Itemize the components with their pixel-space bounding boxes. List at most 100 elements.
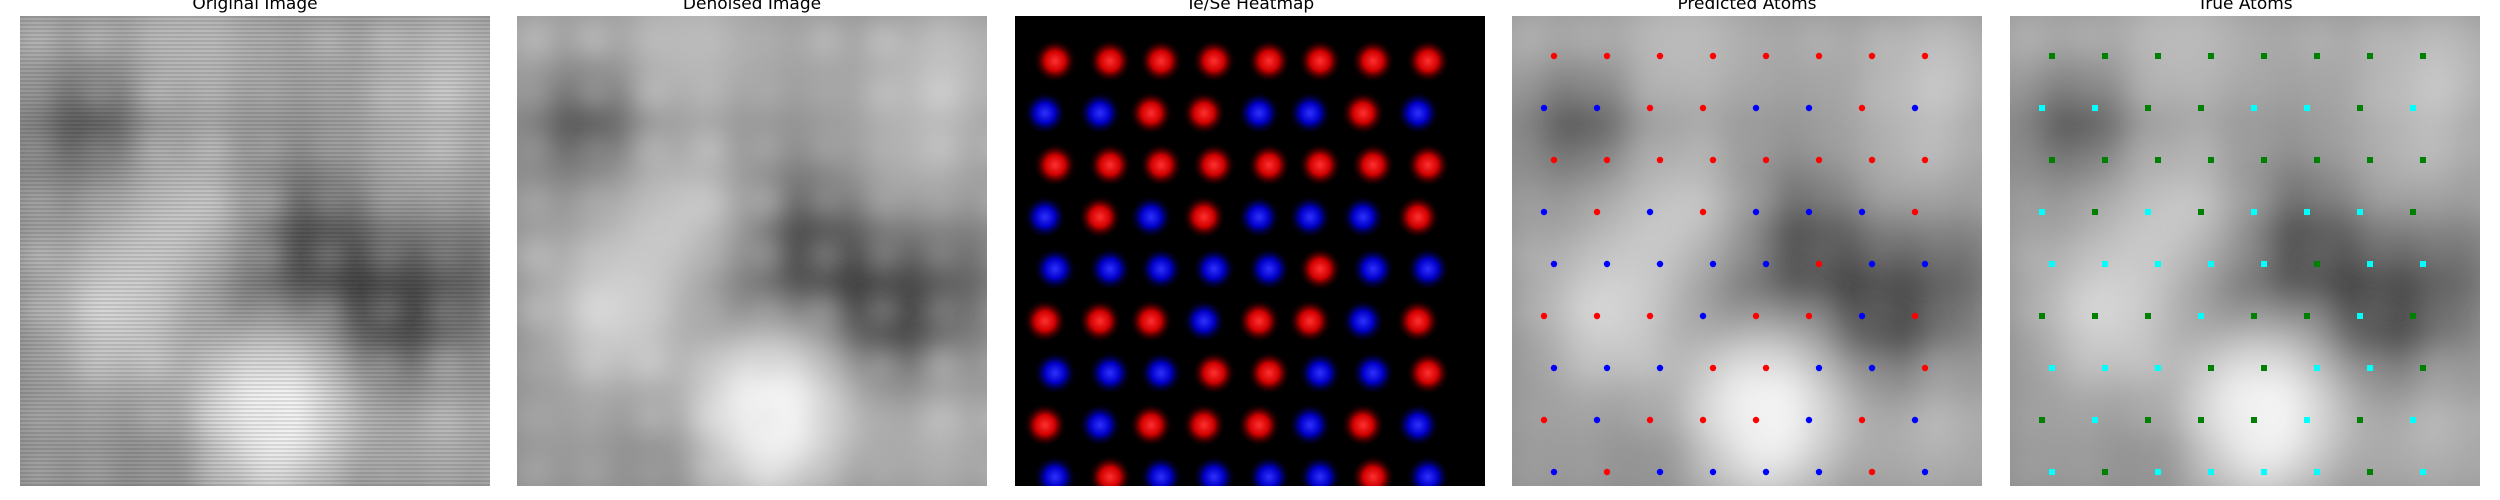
predicted-te-atom [1603, 468, 1611, 476]
true-te-atom [2198, 105, 2204, 111]
predicted-te-atom [1603, 52, 1611, 60]
true-se-atom [2304, 105, 2310, 111]
te-spot [1023, 403, 1067, 447]
predicted-te-atom [1911, 208, 1919, 216]
true-te-atom [2039, 313, 2045, 319]
te-spot [1396, 195, 1440, 239]
predicted-te-atom [1858, 416, 1866, 424]
true-te-atom [2357, 105, 2363, 111]
predicted-se-atom [1868, 260, 1876, 268]
te-spot [1351, 455, 1395, 486]
te-spot [1088, 143, 1132, 187]
te-spot [1088, 455, 1132, 486]
predicted-se-atom [1762, 468, 1770, 476]
predicted-te-atom [1699, 416, 1707, 424]
predicted-te-atom [1868, 52, 1876, 60]
te-spot [1078, 195, 1122, 239]
predicted-te-atom [1921, 156, 1929, 164]
te-spot [1182, 195, 1226, 239]
se-spot [1247, 455, 1291, 486]
se-spot [1078, 91, 1122, 135]
te-spot [1406, 39, 1450, 83]
predicted-se-atom [1540, 208, 1548, 216]
te-spot [1298, 247, 1342, 291]
panel-predicted-atoms: Predicted Atoms [1512, 0, 1982, 486]
true-se-atom [2102, 365, 2108, 371]
se-spot [1139, 455, 1183, 486]
true-te-atom [2420, 53, 2426, 59]
te-spot [1182, 403, 1226, 447]
predicted-te-atom [1921, 364, 1929, 372]
predicted-te-atom [1699, 208, 1707, 216]
true-se-atom [2155, 365, 2161, 371]
te-spot [1351, 39, 1395, 83]
se-spot [1033, 351, 1077, 395]
true-te-atom [2367, 469, 2373, 475]
predicted-se-atom [1858, 208, 1866, 216]
true-te-atom [2357, 417, 2363, 423]
predicted-te-atom [1762, 364, 1770, 372]
predicted-te-atom [1762, 52, 1770, 60]
se-spot [1406, 247, 1450, 291]
true-se-atom [2357, 209, 2363, 215]
se-spot [1033, 455, 1077, 486]
true-se-atom [2208, 261, 2214, 267]
true-te-atom [2208, 365, 2214, 371]
te-spot [1182, 91, 1226, 135]
te-spot [1298, 39, 1342, 83]
true-se-atom [2155, 261, 2161, 267]
true-te-atom [2092, 313, 2098, 319]
se-spot [1078, 403, 1122, 447]
te-spot [1237, 403, 1281, 447]
predicted-se-atom [1593, 416, 1601, 424]
predicted-te-atom [1752, 312, 1760, 320]
se-spot [1088, 351, 1132, 395]
panel-title: Predicted Atoms [1677, 0, 1817, 14]
se-spot [1139, 351, 1183, 395]
te-spot [1351, 143, 1395, 187]
predicted-se-atom [1593, 104, 1601, 112]
se-spot [1192, 247, 1236, 291]
predicted-se-atom [1550, 364, 1558, 372]
predicted-se-atom [1805, 208, 1813, 216]
predicted-se-atom [1699, 312, 1707, 320]
predicted-te-atom [1699, 104, 1707, 112]
te-spot [1033, 143, 1077, 187]
true-se-atom [2261, 469, 2267, 475]
te-spot [1237, 299, 1281, 343]
se-spot [1341, 299, 1385, 343]
te-spot [1078, 299, 1122, 343]
true-te-atom [2208, 157, 2214, 163]
predicted-te-atom [1815, 156, 1823, 164]
true-te-atom [2049, 157, 2055, 163]
predicted-se-atom [1752, 208, 1760, 216]
se-spot [1192, 455, 1236, 486]
se-spot [1033, 247, 1077, 291]
true-te-atom [2102, 53, 2108, 59]
se-spot [1237, 195, 1281, 239]
predicted-te-atom [1868, 156, 1876, 164]
te-spot [1139, 143, 1183, 187]
true-se-atom [2049, 261, 2055, 267]
se-spot [1396, 91, 1440, 135]
predicted-te-atom [1921, 52, 1929, 60]
predicted-atoms-view [1512, 16, 1982, 486]
true-se-atom [2367, 365, 2373, 371]
te-spot [1341, 403, 1385, 447]
panel-title: Te/Se Heatmap [1185, 0, 1315, 14]
true-se-atom [2208, 469, 2214, 475]
predicted-te-atom [1593, 312, 1601, 320]
true-te-atom [2261, 157, 2267, 163]
se-spot [1298, 455, 1342, 486]
se-spot [1139, 247, 1183, 291]
true-te-atom [2410, 313, 2416, 319]
predicted-te-atom [1815, 260, 1823, 268]
predicted-te-atom [1540, 312, 1548, 320]
predicted-se-atom [1858, 312, 1866, 320]
true-te-atom [2410, 209, 2416, 215]
se-spot [1396, 403, 1440, 447]
true-te-atom [2314, 157, 2320, 163]
te-spot [1192, 351, 1236, 395]
predicted-te-atom [1603, 156, 1611, 164]
predicted-te-atom [1709, 52, 1717, 60]
